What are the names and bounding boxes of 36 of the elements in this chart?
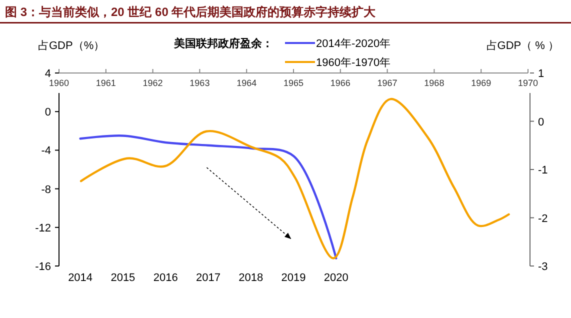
y-axis-title: 占GDP（%） — [38, 39, 105, 52]
x2-tick-label: 2018 — [238, 272, 264, 284]
y2-tick-label: -1 — [538, 164, 548, 176]
y-tick-label: -8 — [41, 184, 51, 196]
x-tick-label: 1961 — [96, 78, 116, 88]
x-tick-label: 1960 — [48, 78, 70, 88]
x2-tick-label: 2014 — [68, 272, 93, 284]
x2-tick-label: 2020 — [324, 272, 348, 284]
y-tick-label: -16 — [35, 261, 51, 273]
x-tick-label: 1965 — [283, 78, 304, 88]
x-tick-label: 1964 — [236, 78, 257, 88]
x-tick-label: 1962 — [142, 78, 163, 88]
x2-tick-label: 2016 — [153, 272, 178, 284]
y2-tick-label: 1 — [538, 68, 544, 80]
legend-label: 1960年-1970年 — [316, 57, 391, 69]
y-tick-label: 0 — [44, 106, 51, 119]
y2-tick-label: -2 — [538, 212, 548, 225]
legend-title: 美国联邦政府盈余： — [173, 37, 273, 50]
x-tick-label: 1967 — [377, 78, 398, 88]
line-series — [80, 98, 510, 260]
y2-axis-title: 占GDP（ % ） — [486, 39, 559, 52]
y2-tick-label: 0 — [538, 116, 544, 128]
y2-tick-label: -3 — [538, 261, 548, 273]
x2-tick-label: 2017 — [196, 272, 220, 284]
x2-tick-label: 2015 — [110, 272, 136, 284]
x2-tick-label: 2019 — [281, 272, 306, 284]
x-tick-label: 1969 — [471, 78, 492, 88]
legend-label: 2014年-2020年 — [316, 38, 391, 50]
x-tick-label: 1966 — [330, 78, 350, 88]
chart-title: 图 3：与当前类似，20 世纪 60 年代后期美国政府的预算赤字持续扩大 — [5, 5, 377, 19]
x-tick-label: 1970 — [518, 78, 538, 88]
y-tick-label: -12 — [35, 222, 51, 234]
x-tick-label: 1968 — [424, 78, 444, 88]
y-tick-label: -4 — [41, 145, 51, 158]
x-tick-label: 1963 — [190, 78, 210, 88]
y-tick-label: 4 — [44, 68, 51, 80]
